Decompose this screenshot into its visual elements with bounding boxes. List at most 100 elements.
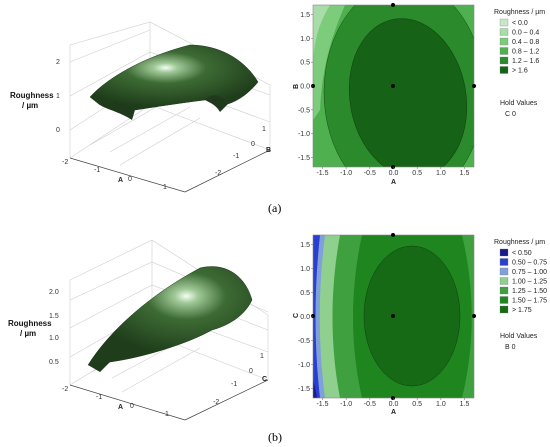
legend-b-title: Roughness / µm <box>494 239 545 246</box>
legend-swatch <box>499 47 509 55</box>
surface-b-ztick: 2.0 <box>49 289 59 296</box>
surface-a-ytick: 0 <box>251 141 255 148</box>
legend-swatch <box>499 277 509 285</box>
design-point <box>472 314 476 318</box>
contour-xtick: 0.0 <box>389 170 399 177</box>
legend-a: < 0.0 0.0 – 0.4 0.4 – 0.8 0.8 – 1.2 1.2 – 1.… <box>499 18 539 75</box>
contour-ytick: -1.5 <box>298 386 310 393</box>
surface-a-ytick: -2 <box>215 170 221 177</box>
design-point <box>391 233 395 237</box>
contour-a-band-gt-1.6 <box>348 18 468 167</box>
design-point <box>391 314 395 318</box>
legend-swatch <box>499 66 509 74</box>
surface-a-ztick: 1 <box>56 93 60 100</box>
contour-ytick: 0.0 <box>300 314 310 321</box>
hold-values-a-title: Hold Values <box>500 100 538 107</box>
surface-plot-a: Roughness / µm 2 1 0 -2 -1 0 1 A -2 -1 0… <box>10 21 271 193</box>
contour-ytick: -1.0 <box>298 362 310 369</box>
panel-label-b: (b) <box>268 430 282 444</box>
contour-a-band-0.0-0.4 <box>313 5 330 60</box>
contour-plot-b: -1.5 -1.0 -0.5 0.0 0.5 1.0 1.5 -1.5 -1.0 -0.5 0.0 0… <box>293 233 547 416</box>
legend-swatch <box>499 28 509 36</box>
surface-a-xtick: -2 <box>62 159 68 166</box>
surface-a-ytick: 1 <box>262 126 266 133</box>
contour-xtick: 1.5 <box>460 401 470 408</box>
surface-a-axes <box>69 149 271 193</box>
legend-swatch <box>499 37 509 46</box>
contour-ytick: -1.0 <box>298 131 310 138</box>
contour-a-ylabel: B <box>293 84 300 89</box>
surface-a-xlabel: A <box>118 177 123 184</box>
contour-xtick: 1.5 <box>460 170 470 177</box>
surface-a-xtick: 1 <box>163 184 167 191</box>
contour-xtick: -0.5 <box>364 401 376 408</box>
contour-xtick: 0.5 <box>412 170 422 177</box>
surface-a-ytick: -1 <box>233 153 239 160</box>
hold-values-a: C 0 <box>505 111 516 118</box>
contour-xtick: -1.0 <box>340 401 352 408</box>
contour-ytick: -0.5 <box>298 338 310 345</box>
surface-a-zlabel-line2: / µm <box>22 101 38 110</box>
contour-xtick: 0.0 <box>389 401 399 408</box>
legend-entry-label: 0.4 – 0.8 <box>512 39 539 46</box>
contour-ytick: 1.5 <box>300 12 310 19</box>
contour-ytick: 0.5 <box>300 290 310 297</box>
legend-entry-label: 0.75 – 1.00 <box>512 269 547 276</box>
surface-a-underside <box>100 101 135 120</box>
design-point <box>472 84 476 88</box>
contour-b-ylabel: C <box>293 313 300 318</box>
design-point <box>391 165 395 169</box>
surface-b-xtick: -1 <box>96 394 102 401</box>
legend-swatch <box>499 56 509 65</box>
legend-entry-label: < 0.0 <box>512 20 528 27</box>
legend-entry-label: 0.50 – 0.75 <box>512 260 547 267</box>
legend-entry-label: < 0.50 <box>512 250 532 257</box>
legend-a-title: Roughness / µm <box>494 9 545 16</box>
hold-values-b: B 0 <box>505 344 516 351</box>
contour-xtick: 1.0 <box>436 170 446 177</box>
contour-ytick: -1.5 <box>298 155 310 162</box>
contour-xtick: -1.0 <box>340 170 352 177</box>
contour-ytick: 1.0 <box>300 266 310 273</box>
contour-xtick: 0.5 <box>412 401 422 408</box>
contour-a-band-0.4-0.8 <box>313 5 345 120</box>
contour-plot-a: -1.5 -1.0 -0.5 0.0 0.5 1.0 1.5 -1.5 -1.0 -0.5 0.0 0… <box>293 3 545 186</box>
contour-b-design-points <box>311 233 476 400</box>
surface-b-xtick: 1 <box>165 411 169 418</box>
contour-b-band-lt-0.50 <box>313 380 317 398</box>
surface-b-xtick: 0 <box>130 403 134 410</box>
surface-b-ylabel: C <box>262 376 267 383</box>
legend-swatch <box>499 286 509 295</box>
design-point <box>391 3 395 7</box>
surface-a-zlabel-line1: Roughness <box>10 91 54 100</box>
surface-b-mesh <box>87 266 253 366</box>
legend-b: < 0.50 0.50 – 0.75 0.75 – 1.00 1.00 – 1.25 1… <box>499 248 547 314</box>
surface-a-xtick: 0 <box>128 176 132 183</box>
surface-b-xlabel: A <box>118 404 123 411</box>
surface-b-xtick: -2 <box>62 386 68 393</box>
legend-entry-label: > 1.6 <box>512 68 528 75</box>
legend-entry-label: 1.00 – 1.25 <box>512 279 547 286</box>
surface-a-ztick: 2 <box>56 59 60 66</box>
contour-b-band-gt-1.75 <box>363 245 461 387</box>
contour-ytick: 1.5 <box>300 242 310 249</box>
legend-entry-label: 0.0 – 0.4 <box>512 30 539 37</box>
design-point <box>391 84 395 88</box>
design-point <box>391 396 395 400</box>
legend-swatch <box>499 296 509 304</box>
contour-ytick: 1.0 <box>300 36 310 43</box>
surface-a-xtick: -1 <box>94 167 100 174</box>
contour-ytick: 0.5 <box>300 60 310 67</box>
surface-a-mesh <box>89 44 259 111</box>
surface-b-ztick: 0.5 <box>49 359 59 366</box>
legend-entry-label: 1.25 – 1.50 <box>512 288 547 295</box>
surface-b-underside <box>88 361 110 372</box>
legend-swatch <box>499 267 509 276</box>
legend-entry-label: > 1.75 <box>512 307 532 314</box>
legend-swatch <box>499 305 509 314</box>
legend-entry-label: 1.2 – 1.6 <box>512 58 539 65</box>
surface-a-ztick: 0 <box>56 127 60 134</box>
contour-a-xlabel: A <box>391 179 396 186</box>
contour-b-band-right <box>462 235 474 398</box>
